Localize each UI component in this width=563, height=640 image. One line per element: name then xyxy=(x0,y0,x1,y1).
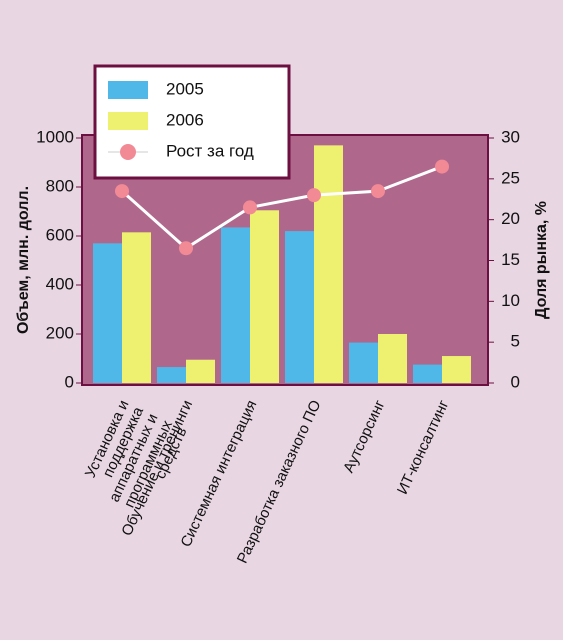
y-tick-label: 200 xyxy=(46,323,74,342)
y2-tick-label: 20 xyxy=(501,209,520,228)
bar xyxy=(122,232,151,383)
bar xyxy=(186,359,215,383)
bar xyxy=(250,210,279,383)
legend-label: 2006 xyxy=(166,110,204,129)
y-tick-label: 1000 xyxy=(36,127,74,146)
bar xyxy=(378,334,407,383)
y2-tick-label: 30 xyxy=(501,127,520,146)
y2-tick-label: 0 xyxy=(511,372,520,391)
legend: 2005 2006 Рост за год xyxy=(93,64,291,180)
legend-swatch xyxy=(108,81,148,99)
legend-swatch xyxy=(108,112,148,130)
legend-marker xyxy=(120,144,136,160)
y-axis-label: Объем, млн. долл. xyxy=(15,186,32,334)
line-point xyxy=(307,188,321,203)
legend-label: Рост за год xyxy=(166,141,254,160)
y2-tick-label: 25 xyxy=(501,168,520,187)
y2-tick-label: 10 xyxy=(501,291,520,310)
line-point xyxy=(243,200,257,215)
line-point xyxy=(435,159,449,174)
line-point xyxy=(179,241,193,256)
y2-axis-label: Доля рынка, % xyxy=(533,201,550,319)
y-tick-label: 800 xyxy=(46,176,74,195)
line-point xyxy=(115,184,129,199)
bar xyxy=(413,364,442,383)
line xyxy=(121,165,443,251)
line-point xyxy=(371,184,385,199)
y2-tick-label: 5 xyxy=(511,332,520,351)
bar xyxy=(349,342,378,383)
y-tick-label: 0 xyxy=(65,372,74,391)
y-tick-label: 600 xyxy=(46,225,74,244)
legend-label: 2005 xyxy=(166,79,204,98)
bar xyxy=(442,356,471,383)
bar xyxy=(285,231,314,383)
bar xyxy=(93,243,122,383)
y-tick-label: 400 xyxy=(46,274,74,293)
bar xyxy=(157,367,186,383)
bar xyxy=(314,145,343,383)
y2-tick-label: 15 xyxy=(501,250,520,269)
bar xyxy=(221,227,250,383)
